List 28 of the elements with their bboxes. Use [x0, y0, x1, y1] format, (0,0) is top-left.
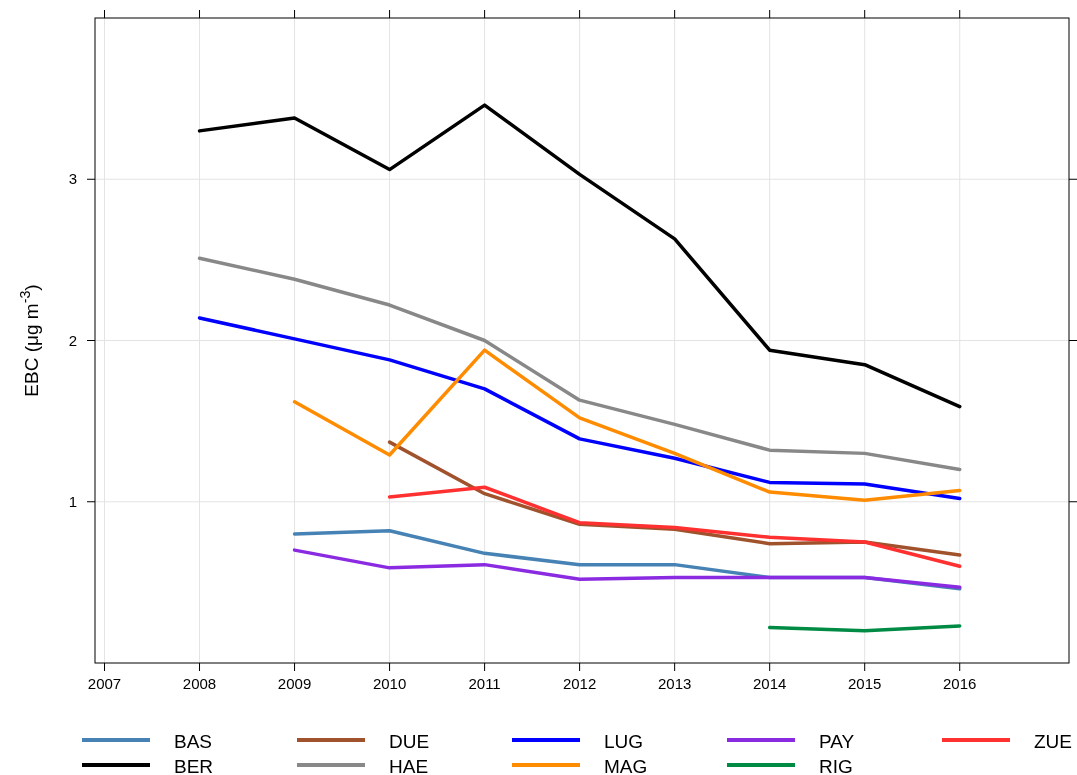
x-tick-label: 2009: [277, 675, 312, 692]
x-tick-label: 2008: [182, 675, 217, 692]
legend-label: HAE: [389, 756, 429, 775]
x-tick-label: 2014: [752, 675, 787, 692]
line-series: [197, 316, 962, 501]
line-series: [292, 348, 962, 502]
legend-label: MAG: [604, 756, 648, 775]
x-tick-label: 2013: [657, 675, 692, 692]
x-tick-label: 2016: [943, 675, 977, 692]
legend-label: BAS: [174, 731, 213, 752]
y-tick-label: 2: [68, 331, 77, 349]
line-series: [292, 548, 962, 589]
x-tick-label: 2007: [87, 675, 122, 692]
x-tick-label: 2011: [468, 675, 501, 692]
x-tick-label: 2010: [372, 675, 407, 692]
line-series: [197, 256, 962, 472]
legend-label: ZUE: [1034, 731, 1072, 752]
legend-label: DUE: [389, 731, 430, 752]
line-series: [197, 103, 962, 409]
legend-label: PAY: [819, 731, 855, 752]
legend-label: LUG: [604, 731, 644, 752]
y-tick-label: 3: [68, 170, 77, 188]
legend-label: BER: [174, 756, 214, 775]
x-tick-label: 2012: [562, 675, 597, 692]
line-series: [387, 485, 962, 568]
x-tick-label: 2015: [848, 675, 882, 692]
legend-label: RIG: [819, 756, 853, 775]
y-tick-label: 1: [68, 492, 77, 510]
